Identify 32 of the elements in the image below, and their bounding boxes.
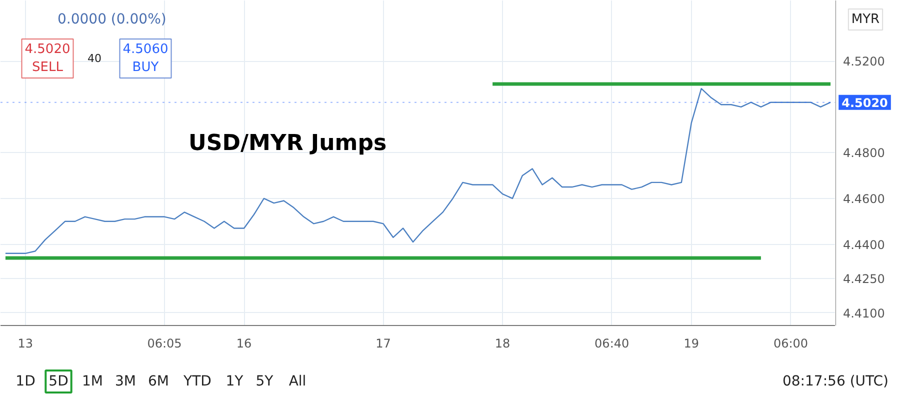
x-tick-label: 06:00	[773, 336, 808, 350]
x-tick-label: 06:40	[594, 336, 630, 350]
y-tick-label: 4.5200	[842, 54, 885, 69]
y-tick-label: 4.4800	[842, 146, 885, 160]
y-tick-label: 4.4100	[842, 306, 885, 320]
x-tick-label: 17	[376, 336, 391, 350]
x-tick-label: 06:05	[147, 336, 182, 350]
y-tick-label: 4.4400	[842, 238, 885, 252]
text: 1Y	[226, 374, 244, 390]
text: 3M	[115, 374, 136, 390]
text: 1M	[82, 374, 104, 390]
annotation: 40	[88, 52, 102, 65]
text: 5D	[48, 374, 68, 390]
line-series	[4, 88, 832, 254]
text: 6M	[148, 374, 170, 390]
ref-line-label: 4.5020	[842, 96, 888, 110]
text: YTD	[182, 374, 212, 390]
x-tick-label: 19	[684, 336, 700, 350]
text: All	[288, 374, 306, 390]
y-tick-label: 4.4250	[842, 272, 885, 286]
x-tick-label: 13	[18, 336, 33, 350]
y-tick-label: 4.4600	[842, 192, 885, 206]
x-tick-label: 18	[494, 336, 510, 350]
text: USD/MYR Jumps	[188, 131, 387, 156]
text: 5Y	[256, 374, 274, 390]
text: 08:17:56 (UTC)	[782, 374, 889, 390]
text: MYR	[851, 12, 880, 27]
annotation: 0.0000 (0.00%)	[58, 12, 166, 28]
x-tick-label: 16	[236, 336, 252, 350]
annotation: 4.5060 BUY	[122, 42, 168, 75]
text: 1D	[16, 374, 36, 390]
annotation: 4.5020 SELL	[24, 42, 70, 75]
